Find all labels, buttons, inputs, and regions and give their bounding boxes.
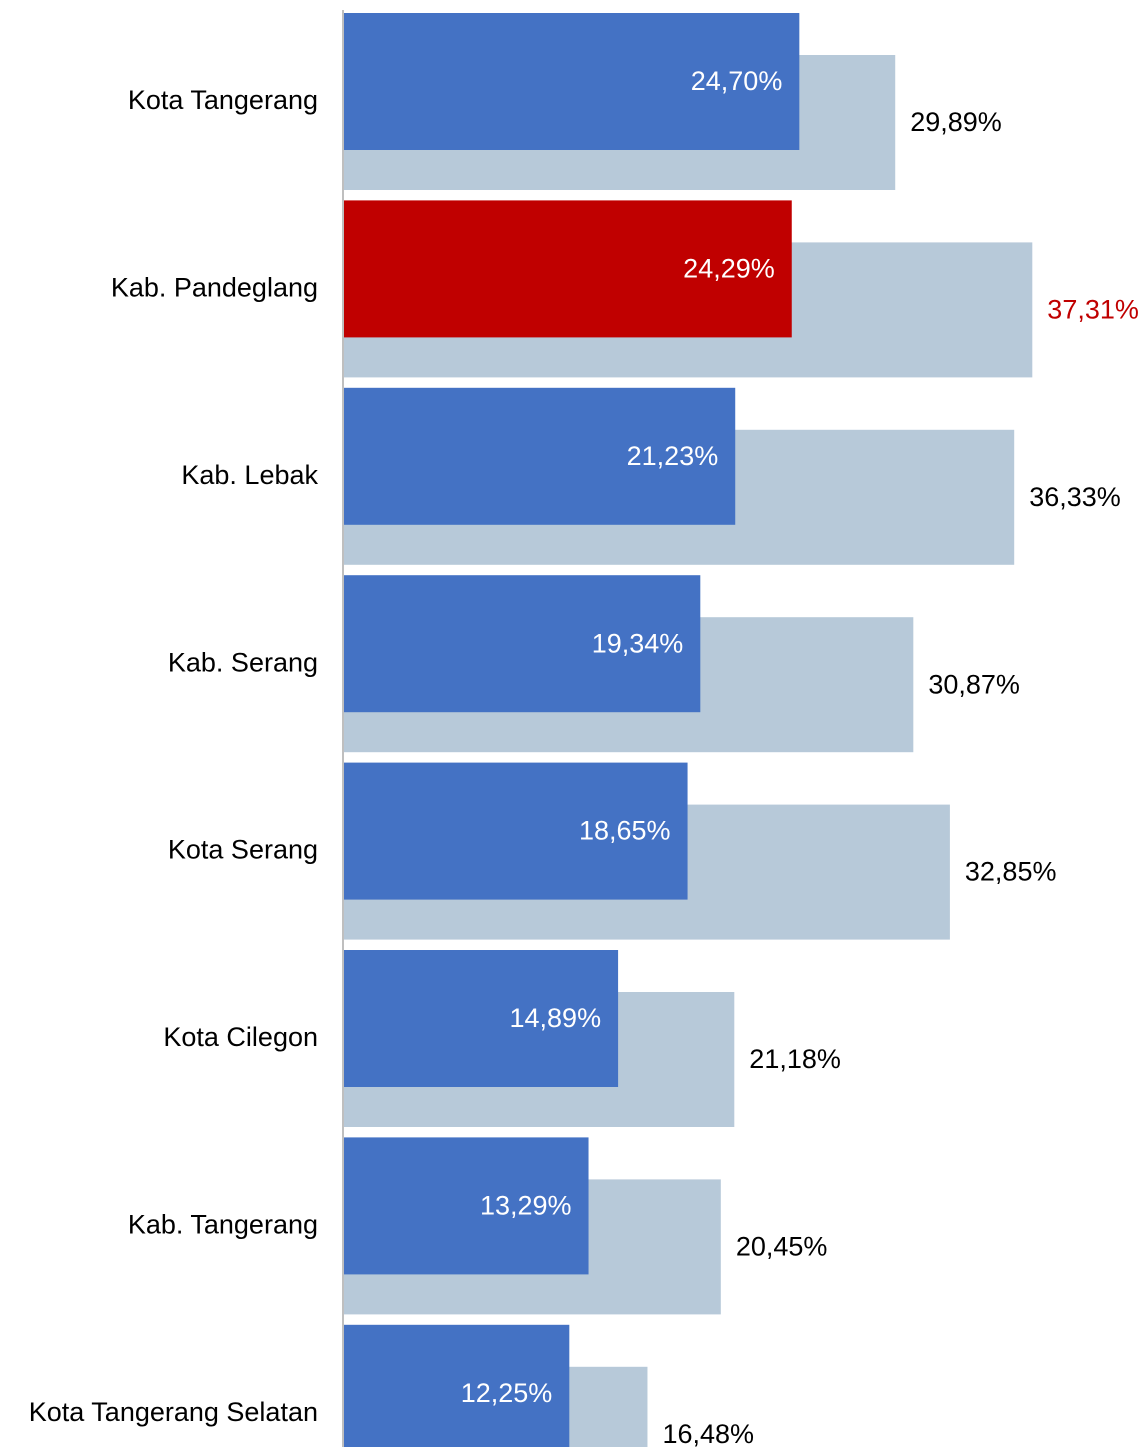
front-value-label: 12,25% (461, 1378, 553, 1408)
front-value-label: 24,29% (683, 254, 775, 284)
front-bar (343, 387, 736, 525)
front-bar (343, 575, 701, 713)
back-value-label: 20,45% (736, 1232, 828, 1262)
front-value-label: 18,65% (579, 816, 671, 846)
front-value-label: 21,23% (627, 441, 719, 471)
category-label: Kota Tangerang (128, 85, 318, 115)
front-value-label: 24,70% (691, 66, 783, 96)
front-bar (343, 1324, 570, 1447)
category-label: Kota Tangerang Selatan (29, 1397, 318, 1427)
back-value-label: 30,87% (928, 669, 1020, 699)
category-label: Kota Serang (168, 835, 318, 865)
back-value-label: 21,18% (749, 1044, 841, 1074)
front-bar (343, 1137, 589, 1275)
back-value-label: 32,85% (965, 857, 1057, 887)
category-label: Kab. Pandeglang (111, 273, 318, 303)
front-value-label: 14,89% (510, 1003, 602, 1033)
front-value-label: 13,29% (480, 1191, 572, 1221)
back-value-label: 37,31% (1047, 295, 1139, 325)
front-bar (343, 762, 688, 900)
back-value-label: 16,48% (662, 1419, 754, 1447)
front-bar (343, 200, 792, 338)
category-label: Kab. Tangerang (128, 1210, 318, 1240)
front-bar (343, 950, 619, 1087)
back-value-label: 36,33% (1029, 482, 1121, 512)
back-value-label: 29,89% (910, 107, 1002, 137)
category-label: Kota Cilegon (163, 1022, 318, 1052)
category-label: Kab. Lebak (181, 460, 318, 490)
front-value-label: 19,34% (592, 628, 684, 658)
front-bar (343, 13, 800, 150)
category-label: Kab. Serang (168, 647, 318, 677)
